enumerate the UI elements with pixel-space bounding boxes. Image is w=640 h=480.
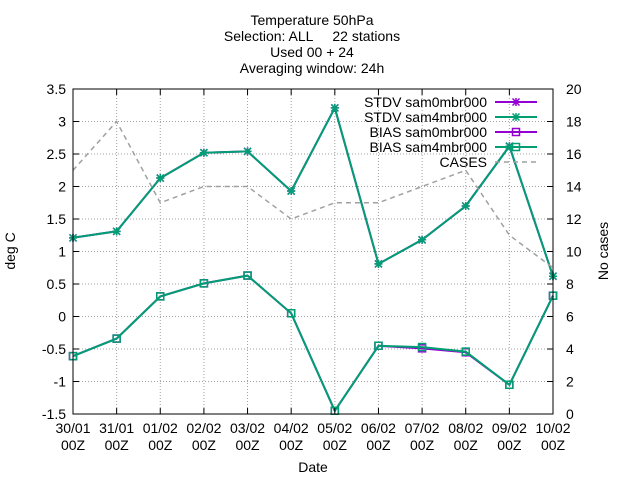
y-tick-label: 1.5 (47, 211, 67, 227)
data-point (374, 259, 383, 268)
y-tick-label: -0.5 (42, 341, 66, 357)
y2-tick-label: 20 (566, 81, 582, 97)
legend-label: CASES (440, 154, 487, 170)
x-tick-label: 00Z (366, 437, 391, 453)
x-tick-label: 09/02 (492, 420, 527, 436)
data-point (461, 347, 470, 356)
y-tick-label: 0.5 (47, 276, 67, 292)
y-tick-label: 2 (58, 179, 66, 195)
y-tick-label: -1 (54, 374, 67, 390)
y-tick-label: 3 (58, 114, 66, 130)
x-tick-label: 31/01 (99, 420, 134, 436)
chart-title: Temperature 50hPa Selection: ALL 22 stat… (224, 12, 400, 76)
y2-axis-label: No cases (595, 222, 611, 280)
data-point (417, 342, 427, 352)
x-tick-label: 10/02 (535, 420, 570, 436)
series-3 (68, 271, 558, 415)
data-point (461, 201, 470, 211)
x-tick-label: 00Z (192, 437, 217, 453)
y-tick-label: 2.5 (47, 146, 67, 162)
x-tick-label: 04/02 (274, 420, 309, 436)
data-point (112, 334, 121, 343)
x-tick-label: 00Z (541, 437, 566, 453)
y2-tick-label: 16 (566, 146, 582, 162)
y-tick-label: 1 (58, 244, 66, 260)
y-tick-label: 0 (58, 309, 66, 325)
x-tick-label: 01/02 (143, 420, 178, 436)
axes: 30/0100Z31/0100Z01/0200Z02/0200Z03/0200Z… (42, 81, 582, 453)
x-axis-label: Date (298, 459, 328, 475)
series-lines (68, 103, 558, 415)
legend-label: BIAS sam0mbr000 (370, 124, 488, 140)
legend-label: BIAS sam4mbr000 (370, 139, 488, 155)
data-point (156, 174, 165, 183)
y2-tick-label: 0 (566, 406, 574, 422)
legend-marker (511, 112, 521, 122)
x-tick-label: 00Z (235, 437, 260, 453)
y2-tick-label: 12 (566, 211, 582, 227)
data-point (287, 187, 296, 196)
data-point (156, 292, 165, 301)
data-point (243, 147, 252, 156)
x-tick-label: 00Z (323, 437, 348, 453)
data-point (199, 279, 209, 288)
data-point (243, 271, 252, 280)
x-tick-label: 00Z (497, 437, 522, 453)
title-line-4: Averaging window: 24h (240, 60, 385, 76)
data-point (286, 309, 296, 318)
data-point (505, 380, 514, 389)
series-line (72, 105, 554, 277)
x-tick-label: 00Z (148, 437, 173, 453)
legend-marker (511, 127, 521, 137)
legend-label: STDV sam4mbr000 (364, 109, 487, 125)
series-line (72, 120, 554, 269)
x-tick-label: 00Z (454, 437, 479, 453)
title-line-3: Used 00 + 24 (270, 44, 354, 60)
data-point (418, 235, 427, 244)
grid (73, 89, 553, 414)
series-4 (72, 120, 554, 269)
x-tick-label: 00Z (61, 437, 86, 453)
y2-tick-label: 4 (566, 341, 574, 357)
data-point (112, 227, 121, 236)
y-tick-label: -1.5 (42, 406, 66, 422)
series-line (72, 274, 554, 413)
y2-tick-label: 10 (566, 244, 582, 260)
x-tick-label: 03/02 (230, 420, 265, 436)
legend-label: STDV sam0mbr000 (364, 94, 487, 110)
x-tick-label: 00Z (410, 437, 435, 453)
y-axis-label: deg C (2, 232, 18, 269)
y2-tick-label: 2 (566, 374, 574, 390)
x-tick-label: 07/02 (405, 420, 440, 436)
legend-marker (511, 142, 521, 152)
title-line-2: Selection: ALL 22 stations (224, 28, 400, 44)
series-line (72, 274, 554, 413)
x-tick-label: 00Z (105, 437, 130, 453)
title-line-1: Temperature 50hPa (251, 12, 374, 28)
y2-tick-label: 14 (566, 179, 582, 195)
x-tick-label: 05/02 (317, 420, 352, 436)
data-point (199, 148, 208, 157)
y2-tick-label: 6 (566, 309, 574, 325)
y2-tick-label: 18 (566, 114, 582, 130)
x-tick-label: 02/02 (186, 420, 221, 436)
x-tick-label: 06/02 (361, 420, 396, 436)
data-point (330, 103, 339, 112)
y-tick-label: 3.5 (47, 81, 67, 97)
legend-marker (511, 97, 521, 107)
x-tick-label: 30/01 (55, 420, 90, 436)
x-tick-label: 08/02 (448, 420, 483, 436)
y2-tick-label: 8 (566, 276, 574, 292)
x-tick-label: 00Z (279, 437, 304, 453)
data-point (374, 341, 383, 350)
series-2 (68, 271, 558, 415)
